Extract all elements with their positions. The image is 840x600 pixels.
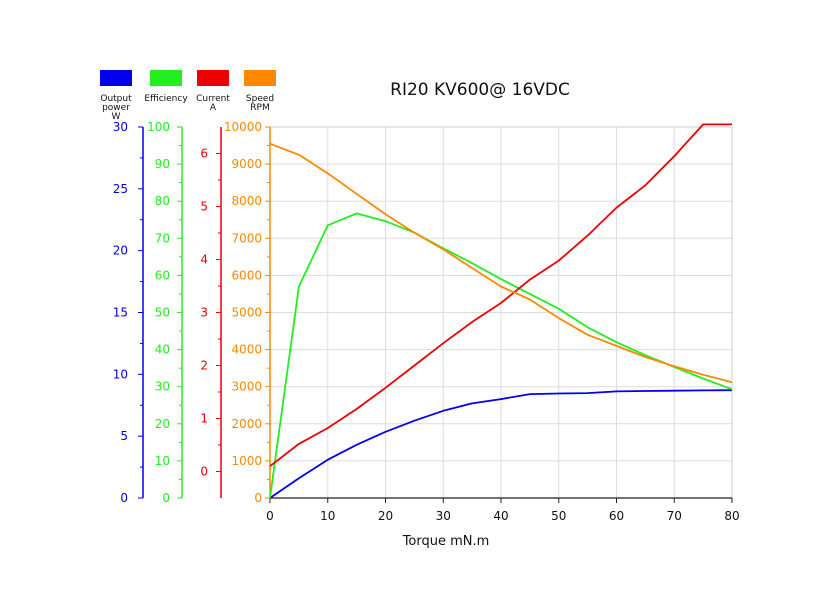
efficiency-tick-label: 0	[162, 491, 170, 505]
legend-swatch	[244, 70, 276, 86]
x-tick-label: 10	[320, 509, 335, 523]
efficiency-series-line	[269, 212, 733, 499]
power-tick-label: 0	[120, 491, 128, 505]
series-lines	[269, 123, 733, 499]
legend-swatch	[197, 70, 229, 86]
axes: 0 10 20 30 40 50 60 70 8005101520253001020304050…	[113, 120, 740, 523]
legend-label: Output	[100, 94, 132, 104]
efficiency-tick-label: 90	[155, 157, 170, 171]
x-tick-label: 20	[378, 509, 393, 523]
speed-tick-label: 4000	[231, 343, 262, 357]
current-tick-label: 5	[200, 200, 208, 214]
current-tick-label: 1	[200, 412, 208, 426]
speed-tick-label: 10000	[224, 120, 262, 134]
efficiency-tick-label: 70	[155, 231, 170, 245]
power-tick-label: 15	[113, 306, 128, 320]
legend-swatch	[100, 70, 132, 86]
current-tick-label: 3	[200, 306, 208, 320]
chart-title: RI20 KV600@ 16VDC	[390, 80, 570, 100]
speed-tick-label: 6000	[231, 268, 262, 282]
efficiency-tick-label: 60	[155, 268, 170, 282]
grid	[269, 126, 733, 499]
legend-label: Efficiency	[144, 94, 188, 104]
legend-swatch	[150, 70, 182, 86]
speed-tick-label: 1000	[231, 454, 262, 468]
speed-tick-label: 3000	[231, 380, 262, 394]
current-tick-label: 6	[200, 147, 208, 161]
efficiency-tick-label: 10	[155, 454, 170, 468]
x-tick-label: 40	[493, 509, 508, 523]
x-tick-label: 0	[266, 509, 274, 523]
speed-tick-label: 7000	[231, 231, 262, 245]
power-tick-label: 20	[113, 244, 128, 258]
speed-tick-label: 2000	[231, 417, 262, 431]
speed-tick-label: 0	[254, 491, 262, 505]
current-series-line	[269, 123, 732, 467]
legend-label: W	[112, 112, 121, 122]
efficiency-tick-label: 40	[155, 343, 170, 357]
speed-tick-label: 5000	[231, 306, 262, 320]
power-tick-label: 10	[113, 367, 128, 381]
speed-tick-label: 9000	[231, 157, 262, 171]
current-tick-label: 0	[200, 465, 208, 479]
speed-series-line	[269, 142, 733, 384]
power-tick-label: 30	[113, 120, 128, 134]
x-tick-label: 50	[551, 509, 566, 523]
power-tick-label: 5	[120, 429, 128, 443]
power-tick-label: 25	[113, 182, 128, 196]
x-tick-label: 70	[667, 509, 682, 523]
legend-label: RPM	[250, 103, 269, 113]
x-tick-label: 60	[609, 509, 624, 523]
efficiency-tick-label: 100	[147, 120, 170, 134]
efficiency-tick-label: 30	[155, 380, 170, 394]
legend-label: Speed	[246, 94, 274, 104]
legend-label: A	[210, 103, 217, 113]
x-axis-label: Torque mN.m	[402, 534, 490, 549]
power-series-line	[269, 389, 733, 499]
efficiency-tick-label: 80	[155, 194, 170, 208]
x-tick-label: 80	[724, 509, 739, 523]
x-tick-label: 30	[436, 509, 451, 523]
efficiency-tick-label: 20	[155, 417, 170, 431]
current-tick-label: 4	[200, 253, 208, 267]
efficiency-tick-label: 50	[155, 306, 170, 320]
current-tick-label: 2	[200, 359, 208, 373]
legend-label: power	[102, 103, 130, 113]
speed-tick-label: 8000	[231, 194, 262, 208]
legend-label: Current	[196, 94, 230, 104]
